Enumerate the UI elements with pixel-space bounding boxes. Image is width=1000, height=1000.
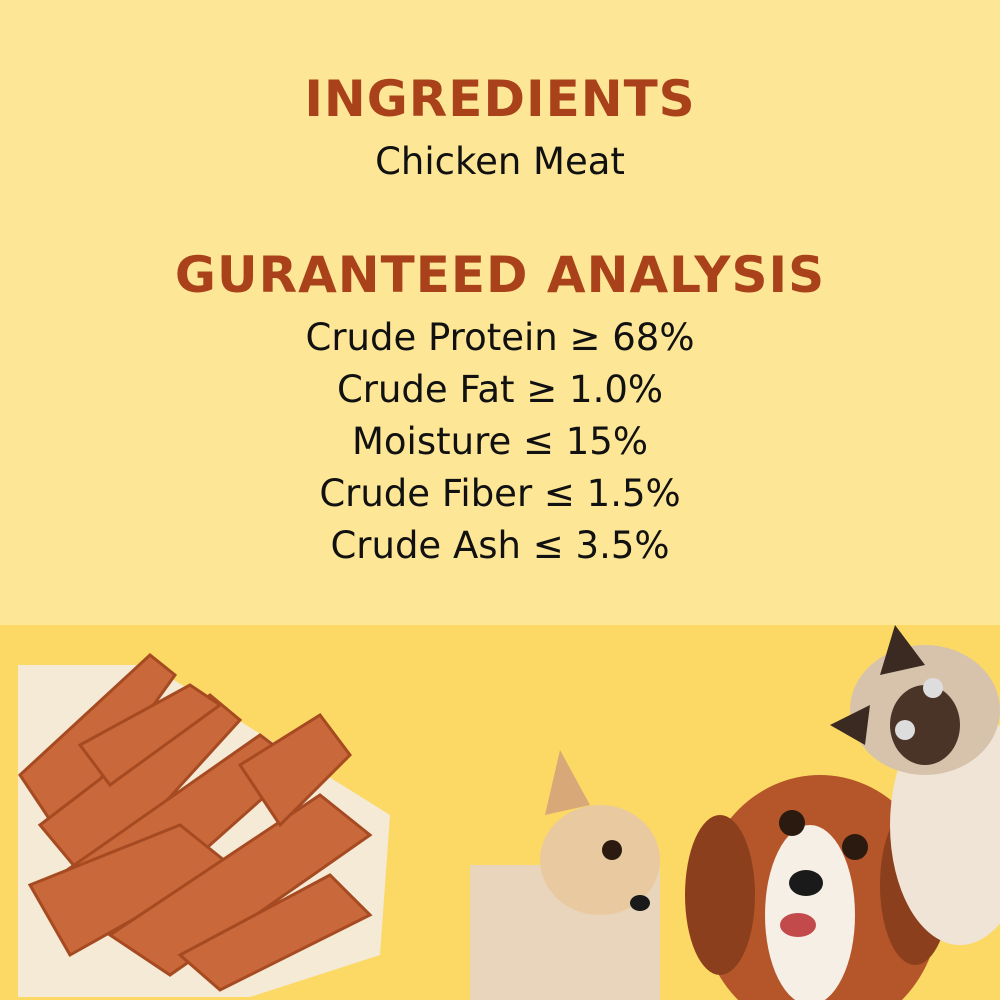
- ingredients-text: Chicken Meat: [375, 140, 625, 183]
- ingredients-heading: INGREDIENTS: [304, 70, 696, 128]
- puppy-photo: [470, 750, 660, 1000]
- analysis-list: Crude Protein ≥ 68% Crude Fat ≥ 1.0% Moi…: [0, 312, 1000, 572]
- photo-panel: [0, 625, 1000, 1000]
- chicken-jerky-photo: [18, 653, 390, 997]
- spaniel-dog-photo: [685, 775, 950, 1000]
- siamese-cat-photo: [830, 625, 1000, 945]
- analysis-item: Crude Fiber ≤ 1.5%: [319, 472, 681, 515]
- analysis-item: Crude Ash ≤ 3.5%: [330, 524, 670, 567]
- analysis-item: Crude Protein ≥ 68%: [305, 316, 695, 359]
- info-panel: INGREDIENTS Chicken Meat GURANTEED ANALY…: [0, 0, 1000, 625]
- analysis-item: Moisture ≤ 15%: [352, 420, 648, 463]
- analysis-item: Crude Fat ≥ 1.0%: [336, 368, 664, 411]
- analysis-heading: GURANTEED ANALYSIS: [174, 246, 826, 304]
